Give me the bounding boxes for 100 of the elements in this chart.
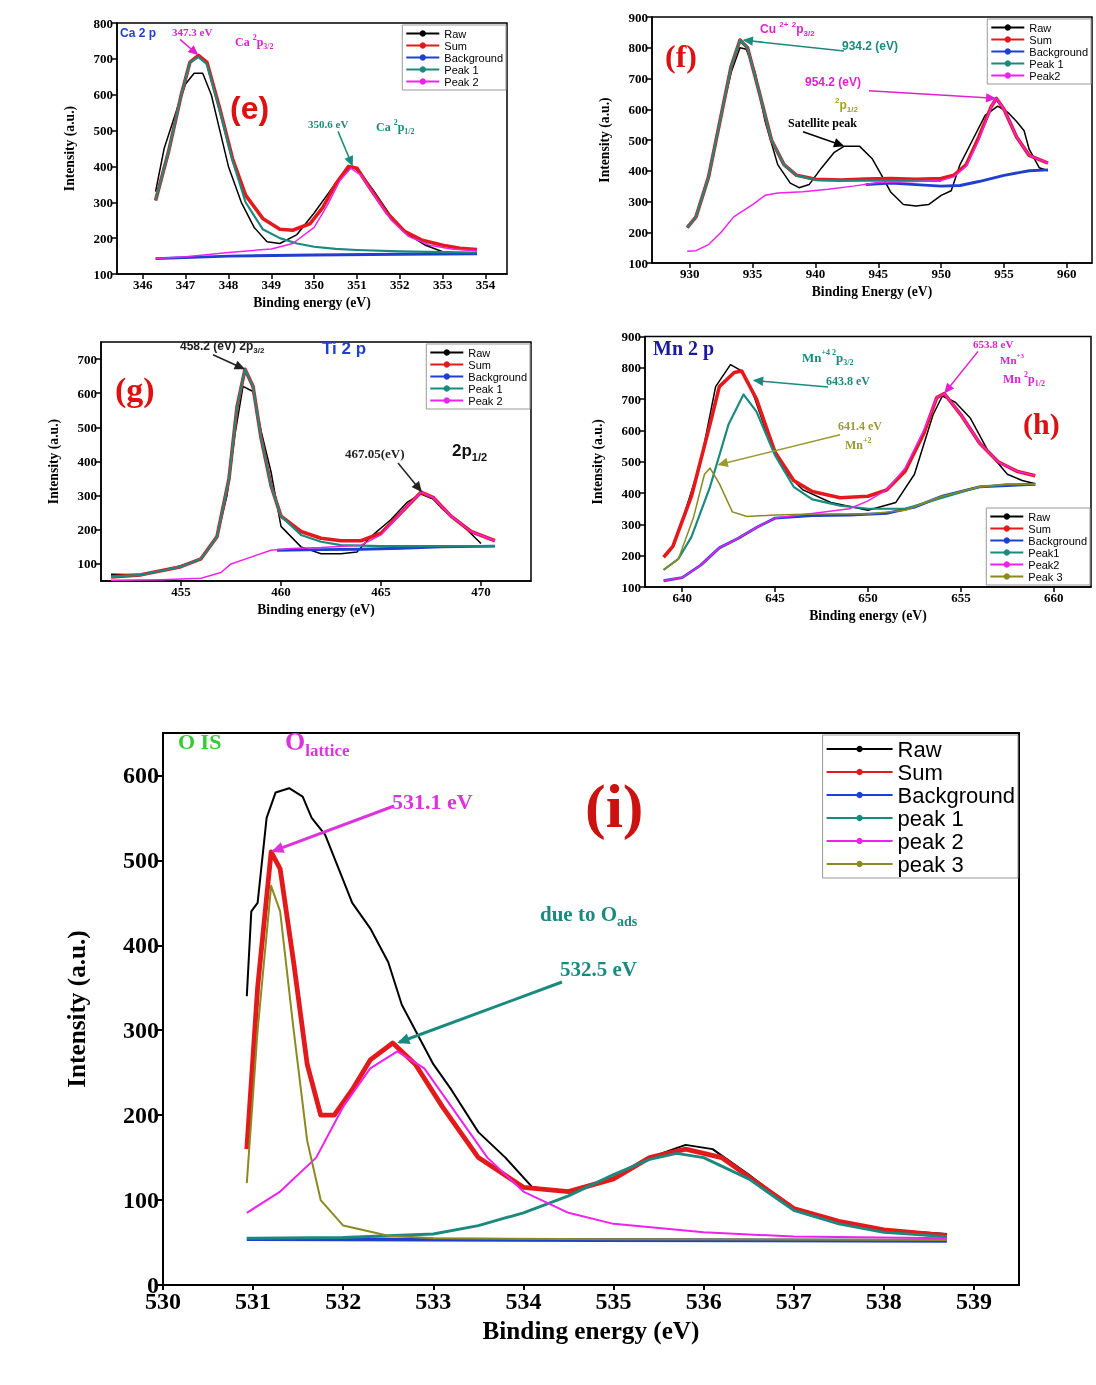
y-tick-label: 500	[123, 847, 159, 874]
y-tick-label: 400	[621, 485, 641, 501]
y-tick-label: 100	[123, 1187, 159, 1214]
x-tick-label: 535	[595, 1288, 632, 1314]
y-tick-label: 400	[77, 454, 97, 469]
legend-label: Background	[468, 370, 528, 383]
x-axis-title: Binding energy (eV)	[253, 295, 371, 312]
annotation: 531.1 eV	[392, 788, 473, 814]
y-tick-label: 100	[93, 266, 113, 282]
y-tick-label: 700	[93, 51, 113, 67]
y-axis-title: Intensity (a.u.)	[62, 105, 79, 192]
annotation: 347.3 eV	[172, 25, 213, 38]
y-tick-label: 200	[621, 548, 641, 564]
legend-label: Peak 1	[468, 382, 503, 395]
legend-label: Sum	[444, 39, 467, 52]
annotation: Ti 2 p	[322, 339, 367, 358]
annotation: Satellite peak	[788, 116, 858, 130]
x-tick-label: 539	[955, 1288, 992, 1314]
y-tick-label: 200	[123, 1102, 159, 1129]
x-tick-label: 354	[475, 277, 496, 292]
y-tick-label: 300	[93, 194, 113, 210]
annotation: 653.8 eV	[973, 337, 1014, 350]
annotation: O IS	[178, 728, 222, 754]
y-tick-label: 800	[621, 360, 641, 376]
y-axis-title: Intensity (a.u.)	[62, 930, 91, 1088]
legend-label: Peak 1	[444, 63, 479, 76]
y-tick-label: 700	[621, 391, 641, 407]
legend-label: Peak 3	[1028, 570, 1063, 583]
annotation: (f)	[665, 38, 697, 74]
y-tick-label: 400	[628, 163, 648, 179]
legend-label: Sum	[897, 759, 943, 785]
y-tick-label: 600	[628, 101, 648, 117]
x-axis-title: Binding energy (eV)	[482, 1316, 700, 1345]
legend-label: Raw	[897, 736, 942, 762]
x-tick-label: 538	[865, 1288, 902, 1314]
y-tick-label: 600	[123, 762, 159, 789]
x-tick-label: 534	[505, 1288, 542, 1314]
legend-label: Background	[897, 782, 1016, 808]
x-tick-label: 536	[685, 1288, 722, 1314]
y-tick-label: 200	[628, 224, 648, 240]
x-tick-label: 347	[175, 277, 196, 292]
y-tick-label: 100	[628, 255, 648, 271]
x-axis-title: Binding energy (eV)	[809, 608, 927, 625]
x-tick-label: 650	[858, 590, 878, 605]
legend-label: Peak1	[1028, 546, 1060, 559]
y-tick-label: 400	[123, 932, 159, 959]
y-tick-label: 500	[77, 419, 97, 435]
annotation: 954.2 (eV)	[805, 75, 862, 89]
x-tick-label: 352	[390, 277, 410, 292]
y-tick-label: 200	[93, 230, 113, 246]
legend-label: Peak2	[1029, 69, 1061, 82]
x-tick-label: 660	[1044, 590, 1064, 605]
x-tick-label: 531	[235, 1288, 272, 1314]
x-tick-label: 351	[347, 277, 367, 292]
y-tick-label: 100	[77, 556, 97, 572]
y-tick-label: 500	[93, 123, 113, 139]
annotation: 641.4 eV	[838, 419, 883, 433]
y-tick-label: 900	[628, 9, 648, 25]
x-tick-label: 930	[679, 266, 700, 281]
y-tick-label: 300	[621, 516, 641, 532]
y-tick-label: 500	[628, 132, 648, 148]
annotation: 467.05(eV)	[345, 446, 405, 461]
legend-label: Raw	[444, 27, 467, 40]
y-tick-label: 200	[77, 522, 97, 538]
annotation: (h)	[1023, 406, 1060, 441]
x-tick-label: 645	[765, 590, 786, 605]
legend-label: Sum	[468, 358, 491, 371]
legend-label: Raw	[468, 346, 491, 359]
y-axis-title: Intensity (a.u.)	[590, 419, 607, 505]
y-tick-label: 400	[93, 158, 113, 174]
y-tick-label: 900	[621, 329, 641, 344]
legend-label: Peak 1	[1029, 57, 1064, 70]
y-tick-label: 500	[621, 454, 641, 470]
y-tick-label: 800	[93, 15, 113, 31]
x-tick-label: 935	[742, 266, 763, 281]
y-tick-label: 600	[93, 87, 113, 103]
annotation: Ca 2 p	[120, 26, 157, 40]
legend-label: Background	[1028, 534, 1088, 547]
legend-label: Raw	[1029, 21, 1052, 34]
x-tick-label: 350	[304, 277, 324, 292]
x-tick-label: 533	[415, 1288, 452, 1314]
legend-label: Peak2	[1028, 558, 1060, 571]
y-tick-label: 700	[628, 71, 648, 86]
x-tick-label: 346	[132, 277, 153, 292]
y-tick-label: 300	[628, 194, 648, 209]
annotation: 934.2 (eV)	[842, 39, 899, 53]
y-tick-label: 700	[77, 351, 97, 367]
x-tick-label: 960	[1057, 266, 1077, 281]
annotation: Mn 2 p	[653, 337, 715, 360]
annotation: (i)	[585, 772, 644, 841]
x-tick-label: 950	[931, 266, 951, 281]
x-tick-label: 455	[171, 584, 192, 599]
legend-label: Sum	[1028, 522, 1051, 535]
x-tick-label: 945	[868, 266, 889, 281]
legend-label: Peak 2	[444, 75, 479, 88]
annotation: 643.8 eV	[826, 374, 871, 388]
y-tick-label: 600	[77, 385, 97, 401]
y-tick-label: 300	[123, 1017, 159, 1044]
x-tick-label: 532	[325, 1288, 362, 1314]
x-tick-label: 955	[994, 266, 1015, 281]
